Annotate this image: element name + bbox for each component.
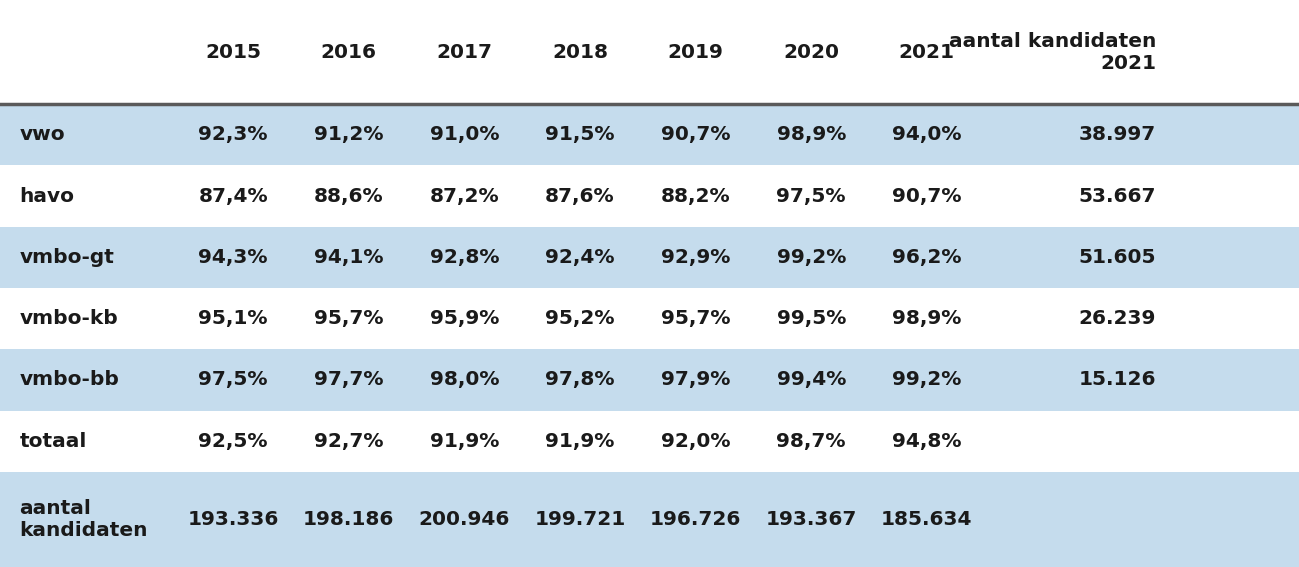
Text: 15.126: 15.126 bbox=[1078, 370, 1156, 390]
Text: 99,4%: 99,4% bbox=[777, 370, 846, 390]
Text: 198.186: 198.186 bbox=[303, 510, 395, 529]
Bar bbox=[0, 227, 1299, 288]
Text: 94,8%: 94,8% bbox=[892, 431, 961, 451]
Text: 92,8%: 92,8% bbox=[430, 248, 499, 267]
Text: 87,2%: 87,2% bbox=[430, 187, 499, 206]
Text: 97,7%: 97,7% bbox=[314, 370, 383, 390]
Text: 196.726: 196.726 bbox=[650, 510, 742, 529]
Text: 95,7%: 95,7% bbox=[314, 309, 383, 328]
Text: 90,7%: 90,7% bbox=[892, 187, 961, 206]
Text: 99,5%: 99,5% bbox=[777, 309, 846, 328]
Text: 51.605: 51.605 bbox=[1078, 248, 1156, 267]
Bar bbox=[0, 472, 1299, 567]
Text: 87,6%: 87,6% bbox=[546, 187, 614, 206]
Text: aantal
kandidaten: aantal kandidaten bbox=[19, 499, 148, 540]
Text: 94,0%: 94,0% bbox=[892, 125, 961, 144]
Text: 97,5%: 97,5% bbox=[199, 370, 268, 390]
Text: 91,9%: 91,9% bbox=[546, 431, 614, 451]
Bar bbox=[0, 349, 1299, 411]
Text: 2018: 2018 bbox=[552, 43, 608, 62]
Bar bbox=[0, 0, 1299, 104]
Text: 2021: 2021 bbox=[899, 43, 955, 62]
Text: 99,2%: 99,2% bbox=[892, 370, 961, 390]
Text: 91,5%: 91,5% bbox=[546, 125, 614, 144]
Text: 95,1%: 95,1% bbox=[199, 309, 268, 328]
Text: 88,6%: 88,6% bbox=[314, 187, 383, 206]
Text: totaal: totaal bbox=[19, 431, 87, 451]
Text: 2015: 2015 bbox=[205, 43, 261, 62]
Text: 95,7%: 95,7% bbox=[661, 309, 730, 328]
Text: 193.367: 193.367 bbox=[765, 510, 857, 529]
Text: 92,7%: 92,7% bbox=[314, 431, 383, 451]
Text: aantal kandidaten
2021: aantal kandidaten 2021 bbox=[948, 32, 1156, 73]
Bar bbox=[0, 166, 1299, 227]
Text: 92,9%: 92,9% bbox=[661, 248, 730, 267]
Text: 2020: 2020 bbox=[783, 43, 839, 62]
Text: 2016: 2016 bbox=[321, 43, 377, 62]
Text: 97,9%: 97,9% bbox=[661, 370, 730, 390]
Bar bbox=[0, 104, 1299, 166]
Text: 38.997: 38.997 bbox=[1079, 125, 1156, 144]
Text: 91,9%: 91,9% bbox=[430, 431, 499, 451]
Text: 26.239: 26.239 bbox=[1078, 309, 1156, 328]
Text: vmbo-kb: vmbo-kb bbox=[19, 309, 118, 328]
Text: 193.336: 193.336 bbox=[187, 510, 279, 529]
Text: 53.667: 53.667 bbox=[1078, 187, 1156, 206]
Text: 90,7%: 90,7% bbox=[661, 125, 730, 144]
Text: 88,2%: 88,2% bbox=[661, 187, 730, 206]
Text: 92,4%: 92,4% bbox=[546, 248, 614, 267]
Text: 92,5%: 92,5% bbox=[199, 431, 268, 451]
Text: 98,9%: 98,9% bbox=[777, 125, 846, 144]
Text: vmbo-gt: vmbo-gt bbox=[19, 248, 114, 267]
Text: 94,1%: 94,1% bbox=[314, 248, 383, 267]
Text: 91,2%: 91,2% bbox=[314, 125, 383, 144]
Text: 200.946: 200.946 bbox=[418, 510, 511, 529]
Bar bbox=[0, 288, 1299, 349]
Text: 95,9%: 95,9% bbox=[430, 309, 499, 328]
Text: 94,3%: 94,3% bbox=[199, 248, 268, 267]
Text: 98,9%: 98,9% bbox=[892, 309, 961, 328]
Text: havo: havo bbox=[19, 187, 74, 206]
Bar bbox=[0, 411, 1299, 472]
Text: 92,3%: 92,3% bbox=[199, 125, 268, 144]
Text: 87,4%: 87,4% bbox=[199, 187, 268, 206]
Text: 97,8%: 97,8% bbox=[546, 370, 614, 390]
Text: 99,2%: 99,2% bbox=[777, 248, 846, 267]
Text: 2017: 2017 bbox=[436, 43, 492, 62]
Text: 96,2%: 96,2% bbox=[892, 248, 961, 267]
Text: vmbo-bb: vmbo-bb bbox=[19, 370, 120, 390]
Text: 91,0%: 91,0% bbox=[430, 125, 499, 144]
Text: 199.721: 199.721 bbox=[534, 510, 626, 529]
Text: 92,0%: 92,0% bbox=[661, 431, 730, 451]
Text: 185.634: 185.634 bbox=[881, 510, 973, 529]
Text: 98,7%: 98,7% bbox=[777, 431, 846, 451]
Text: 95,2%: 95,2% bbox=[546, 309, 614, 328]
Text: 2019: 2019 bbox=[668, 43, 724, 62]
Text: vwo: vwo bbox=[19, 125, 65, 144]
Text: 97,5%: 97,5% bbox=[777, 187, 846, 206]
Text: 98,0%: 98,0% bbox=[430, 370, 499, 390]
